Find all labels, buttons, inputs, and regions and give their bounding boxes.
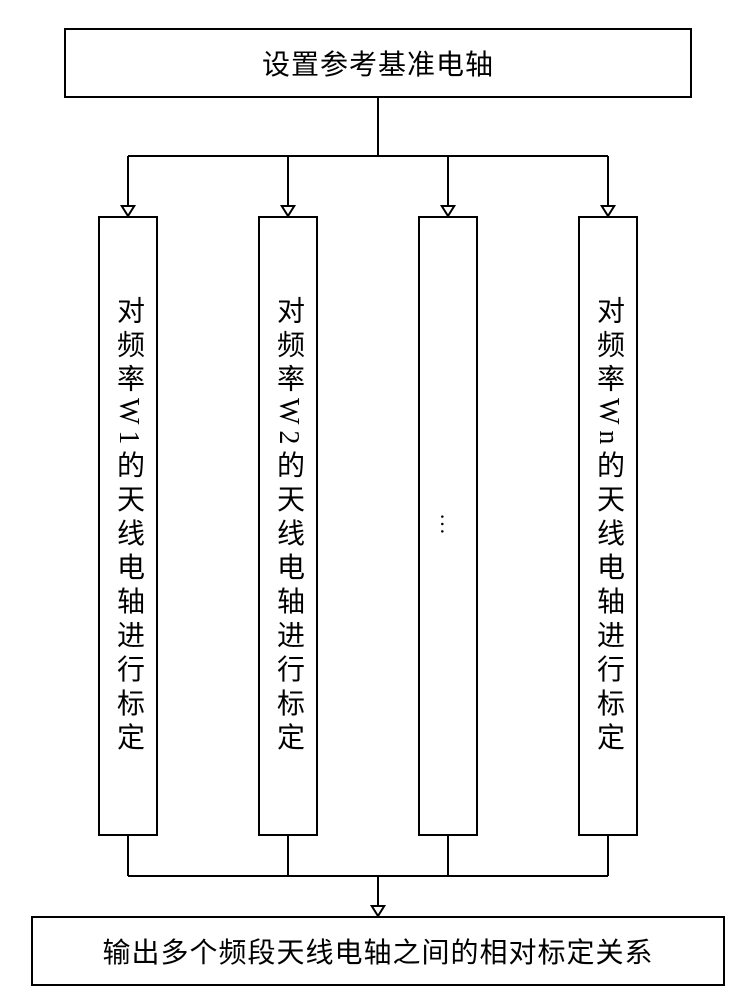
top-step-box: 设置参考基准电轴: [64, 28, 692, 98]
branch-label-w1: 对频率W1的天线电轴进行标定: [108, 296, 148, 756]
branch-box-w2: 对频率W2的天线电轴进行标定: [258, 216, 318, 836]
top-step-label: 设置参考基准电轴: [262, 43, 494, 83]
branch-box-ellipsis: …: [418, 216, 478, 836]
branch-box-w1: 对频率W1的天线电轴进行标定: [98, 216, 158, 836]
bottom-step-box: 输出多个频段天线电轴之间的相对标定关系: [31, 916, 725, 986]
bottom-step-label: 输出多个频段天线电轴之间的相对标定关系: [102, 931, 653, 971]
diagram-canvas: 设置参考基准电轴 对频率W1的天线电轴进行标定 对频率W2的天线电轴进行标定 ……: [0, 0, 754, 1000]
branch-box-wn: 对频率Wn的天线电轴进行标定: [578, 216, 638, 836]
branch-label-w2: 对频率W2的天线电轴进行标定: [268, 296, 308, 756]
branch-ellipsis: …: [435, 513, 461, 539]
branch-label-wn: 对频率Wn的天线电轴进行标定: [588, 296, 628, 756]
